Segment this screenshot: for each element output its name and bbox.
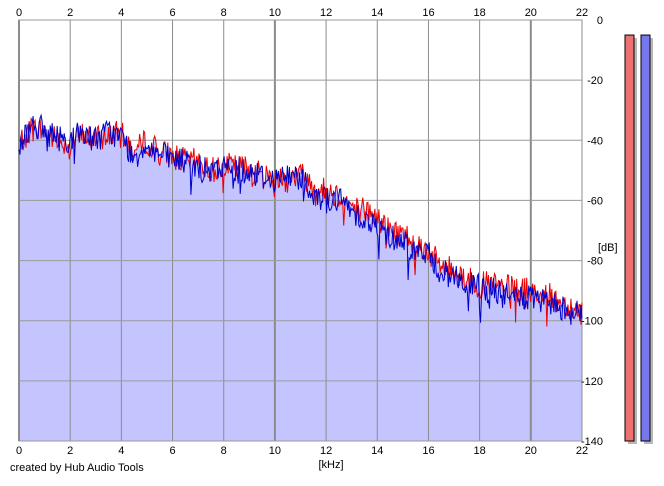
x-tick-label-bottom: 20 [525, 445, 537, 457]
x-tick-label-bottom: 2 [67, 445, 73, 457]
y-tick-label: -100 [581, 316, 603, 328]
x-tick-label-bottom: 0 [16, 445, 22, 457]
x-tick-label-top: 2 [67, 7, 73, 19]
y-tick-label: -60 [587, 195, 603, 207]
x-tick-label-bottom: 8 [221, 445, 227, 457]
y-tick-label: -120 [581, 376, 603, 388]
y-tick-label: -20 [587, 75, 603, 87]
x-tick-label-bottom: 12 [320, 445, 332, 457]
x-tick-label-top: 8 [221, 7, 227, 19]
x-tick-label-top: 20 [525, 7, 537, 19]
x-tick-label-bottom: 14 [371, 445, 383, 457]
y-tick-label: -80 [587, 256, 603, 268]
series-line-right [18, 113, 583, 325]
spectrum-fill [19, 115, 582, 442]
x-tick-label-bottom: 6 [169, 445, 175, 457]
x-tick-label-top: 18 [474, 7, 486, 19]
y-tick-label: -140 [581, 436, 603, 448]
x-tick-label-bottom: 4 [118, 445, 124, 457]
level-meter-right [640, 34, 651, 442]
y-tick-label: -40 [587, 135, 603, 147]
x-tick-label-top: 6 [169, 7, 175, 19]
x-axis-label: [kHz] [318, 459, 343, 471]
level-meter-left [624, 34, 635, 442]
y-tick-label: 0 [597, 15, 603, 27]
credit-text: created by Hub Audio Tools [10, 462, 144, 474]
x-tick-label-top: 12 [320, 7, 332, 19]
y-axis-label: [dB] [598, 242, 618, 254]
x-tick-label-top: 14 [371, 7, 383, 19]
series-line-left [18, 116, 583, 327]
x-tick-label-bottom: 16 [422, 445, 434, 457]
x-tick-label-top: 22 [576, 7, 588, 19]
x-tick-label-bottom: 10 [269, 445, 281, 457]
x-tick-label-bottom: 22 [576, 445, 588, 457]
x-tick-label-top: 16 [422, 7, 434, 19]
x-tick-label-bottom: 18 [474, 445, 486, 457]
x-tick-label-top: 4 [118, 7, 124, 19]
x-tick-label-top: 10 [269, 7, 281, 19]
x-tick-label-top: 0 [16, 7, 22, 19]
